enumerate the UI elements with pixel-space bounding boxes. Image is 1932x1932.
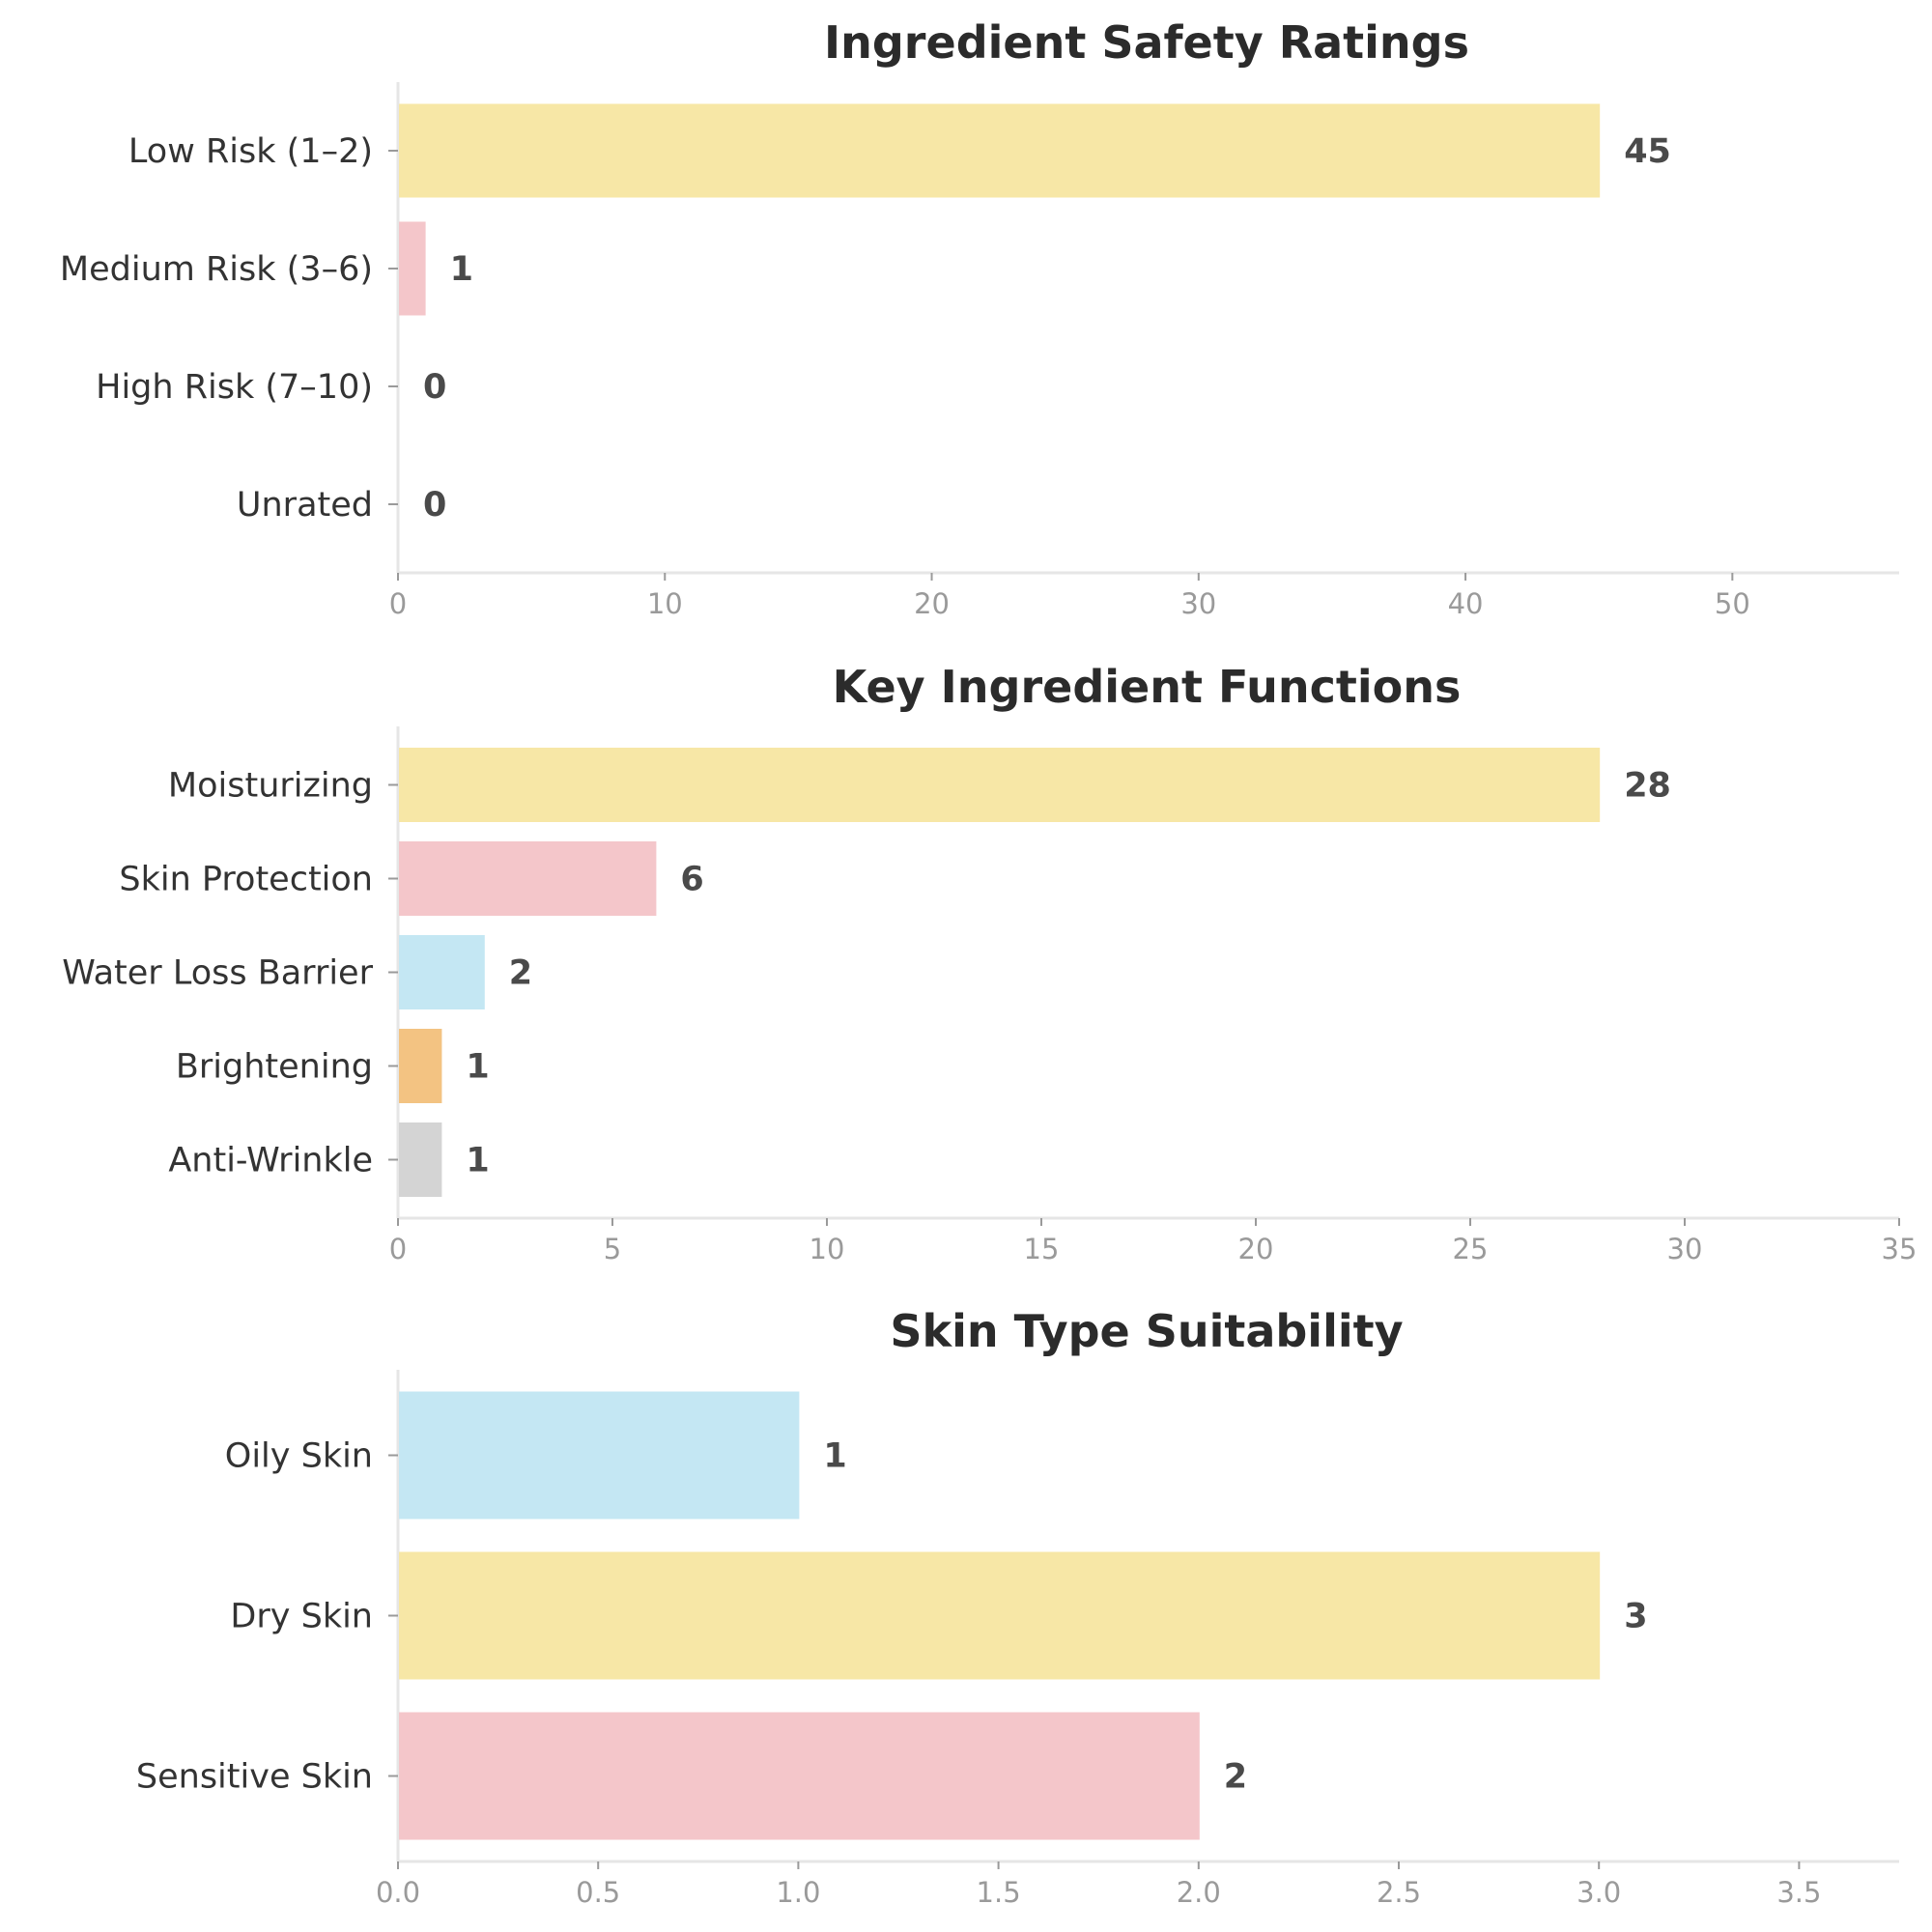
data-label: 0 xyxy=(423,486,446,525)
x-tick-label: 30 xyxy=(1180,587,1216,620)
x-tick-label: 3.0 xyxy=(1577,1876,1621,1909)
category-label: Oily Skin xyxy=(225,1437,373,1476)
x-tick-label: 10 xyxy=(810,1233,845,1265)
category-label: Anti-Wrinkle xyxy=(168,1142,373,1180)
chart-title: Key Ingredient Functions xyxy=(833,661,1462,713)
category-label: Low Risk (1–2) xyxy=(128,132,373,171)
x-tick-label: 50 xyxy=(1715,587,1750,620)
bar xyxy=(399,1122,442,1197)
data-label: 0 xyxy=(423,368,446,407)
category-label: Moisturizing xyxy=(168,767,373,806)
x-tick-label: 25 xyxy=(1453,1233,1489,1265)
ingredient-functions-panel: Key Ingredient Functions 0 5 10 15 20 25 30 35 M… xyxy=(62,661,1917,1265)
category-label: Dry Skin xyxy=(230,1598,373,1636)
data-label: 1 xyxy=(466,1142,489,1180)
data-label: 1 xyxy=(466,1048,489,1087)
bar xyxy=(399,103,1601,198)
x-tick-label: 1.5 xyxy=(977,1876,1021,1909)
x-tick-label: 20 xyxy=(1238,1233,1274,1265)
data-label: 2 xyxy=(1224,1758,1247,1797)
data-label: 1 xyxy=(450,250,473,289)
data-label: 3 xyxy=(1624,1598,1647,1636)
x-tick-label: 20 xyxy=(914,587,950,620)
category-label: High Risk (7–10) xyxy=(96,368,373,407)
data-label: 1 xyxy=(823,1437,846,1476)
x-tick-label: 0 xyxy=(389,587,407,620)
x-tick-label: 1.0 xyxy=(776,1876,820,1909)
data-label: 28 xyxy=(1624,767,1671,806)
x-tick-label: 5 xyxy=(604,1233,621,1265)
bar xyxy=(399,748,1601,822)
x-tick-label: 10 xyxy=(647,587,683,620)
x-tick-label: 30 xyxy=(1667,1233,1703,1265)
bar xyxy=(399,221,426,316)
x-tick-label: 2.0 xyxy=(1177,1876,1221,1909)
bar xyxy=(399,841,657,916)
bar xyxy=(399,1391,800,1520)
category-label: Brightening xyxy=(176,1048,373,1087)
chart-title: Skin Type Suitability xyxy=(890,1305,1403,1357)
skin-type-panel: Skin Type Suitability 0.0 0.5 1.0 1.5 2.0 2.5… xyxy=(136,1305,1899,1909)
category-label: Water Loss Barrier xyxy=(62,954,373,993)
bar xyxy=(399,1029,442,1103)
category-label: Sensitive Skin xyxy=(136,1758,373,1797)
safety-ratings-panel: Ingredient Safety Ratings 0 10 20 30 40 50Low… xyxy=(60,16,1899,620)
category-label: Skin Protection xyxy=(119,861,373,899)
x-tick-label: 0 xyxy=(389,1233,407,1265)
bar xyxy=(399,1551,1601,1680)
x-tick-label: 3.5 xyxy=(1776,1876,1821,1909)
bar xyxy=(399,935,485,1009)
x-tick-label: 0.0 xyxy=(376,1876,420,1909)
bar xyxy=(399,1712,1200,1840)
data-label: 6 xyxy=(680,861,703,899)
x-tick-label: 35 xyxy=(1882,1233,1918,1265)
data-label: 2 xyxy=(509,954,532,993)
x-tick-label: 2.5 xyxy=(1377,1876,1421,1909)
x-tick-label: 40 xyxy=(1448,587,1484,620)
category-label: Unrated xyxy=(237,486,373,525)
x-tick-label: 0.5 xyxy=(576,1876,620,1909)
chart-title: Ingredient Safety Ratings xyxy=(824,16,1469,69)
category-label: Medium Risk (3–6) xyxy=(60,250,373,289)
x-tick-label: 15 xyxy=(1024,1233,1060,1265)
data-label: 45 xyxy=(1624,132,1671,171)
